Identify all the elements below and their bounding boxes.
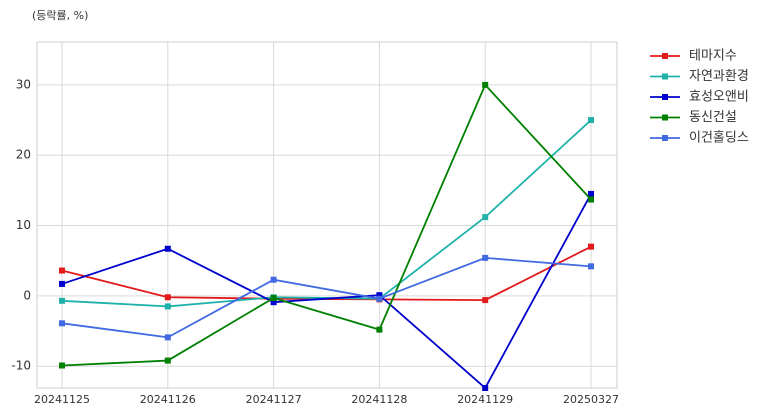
point xyxy=(376,295,383,302)
x-tick-label: 20241125 xyxy=(34,393,90,406)
legend-marker xyxy=(662,114,668,121)
series-line xyxy=(61,119,592,308)
point xyxy=(588,243,594,250)
series-line xyxy=(61,245,592,301)
point xyxy=(164,245,171,252)
point xyxy=(270,294,277,301)
y-tick-label: -10 xyxy=(11,359,31,373)
x-tick-label: 20241129 xyxy=(457,393,513,406)
point xyxy=(482,297,489,304)
x-tick-label: 20241127 xyxy=(246,393,302,406)
y-tick-label: 10 xyxy=(16,218,31,232)
legend-marker xyxy=(662,94,668,100)
series-line xyxy=(61,83,592,367)
point xyxy=(588,263,594,270)
point xyxy=(270,299,277,306)
legend-marker xyxy=(662,135,668,141)
point xyxy=(482,254,489,261)
point xyxy=(59,297,65,304)
series-line xyxy=(61,193,592,390)
point xyxy=(59,362,65,369)
point xyxy=(588,117,594,124)
point xyxy=(270,276,277,283)
point xyxy=(588,190,594,197)
point xyxy=(59,267,65,274)
point xyxy=(164,357,171,364)
point xyxy=(164,334,171,341)
plot-frame xyxy=(36,41,618,389)
point xyxy=(482,214,489,221)
legend-label: 자연과환경 xyxy=(689,69,749,84)
point xyxy=(482,81,489,88)
y-tick-label: 20 xyxy=(16,148,31,162)
x-tick-label: 20241128 xyxy=(351,393,407,406)
point xyxy=(164,294,171,301)
x-tick-label: 20241126 xyxy=(140,393,196,406)
point xyxy=(164,303,171,310)
legend-marker xyxy=(662,53,668,59)
y-tick-label: 0 xyxy=(23,288,31,302)
point xyxy=(588,196,594,203)
legend-label: 이건홀딩스 xyxy=(689,131,749,146)
legend-marker xyxy=(662,73,668,80)
point xyxy=(376,292,383,299)
point xyxy=(59,280,65,287)
legend-label: 동신건설 xyxy=(689,110,737,125)
y-tick-label: 30 xyxy=(16,77,31,91)
point xyxy=(376,326,383,333)
legend-label: 효성오앤비 xyxy=(689,90,749,105)
series-line xyxy=(61,256,592,339)
legend-label: 테마지수 xyxy=(689,49,737,64)
x-tick-label: 20250327 xyxy=(563,393,619,406)
y-axis-title: (등락률, %) xyxy=(32,9,88,22)
point xyxy=(59,320,65,327)
point xyxy=(482,385,489,391)
